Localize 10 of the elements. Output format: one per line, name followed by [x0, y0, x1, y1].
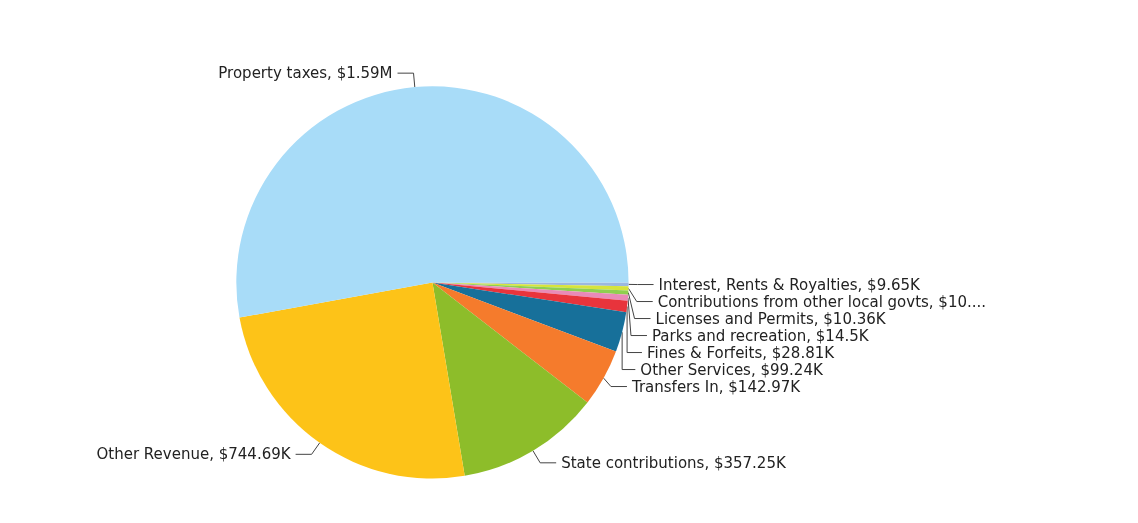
slice-label: Property taxes, $1.59M	[218, 64, 393, 83]
slice-label: Fines & Forfeits, $28.81K	[646, 343, 836, 362]
slice-label: Other Services, $99.24K	[640, 360, 824, 379]
slice-label: Other Revenue, $744.69K	[96, 445, 292, 464]
slice-label: Transfers In, $142.97K	[630, 377, 802, 396]
slice-label: State contributions, $357.25K	[561, 453, 787, 472]
slice-label: Parks and recreation, $14.5K	[651, 326, 870, 345]
slice-label: Contributions from other local govts, $10....	[657, 292, 987, 311]
slice-label: Licenses and Permits, $10.36K	[655, 309, 887, 328]
slice-label: Interest, Rents & Royalties, $9.65K	[658, 275, 922, 294]
